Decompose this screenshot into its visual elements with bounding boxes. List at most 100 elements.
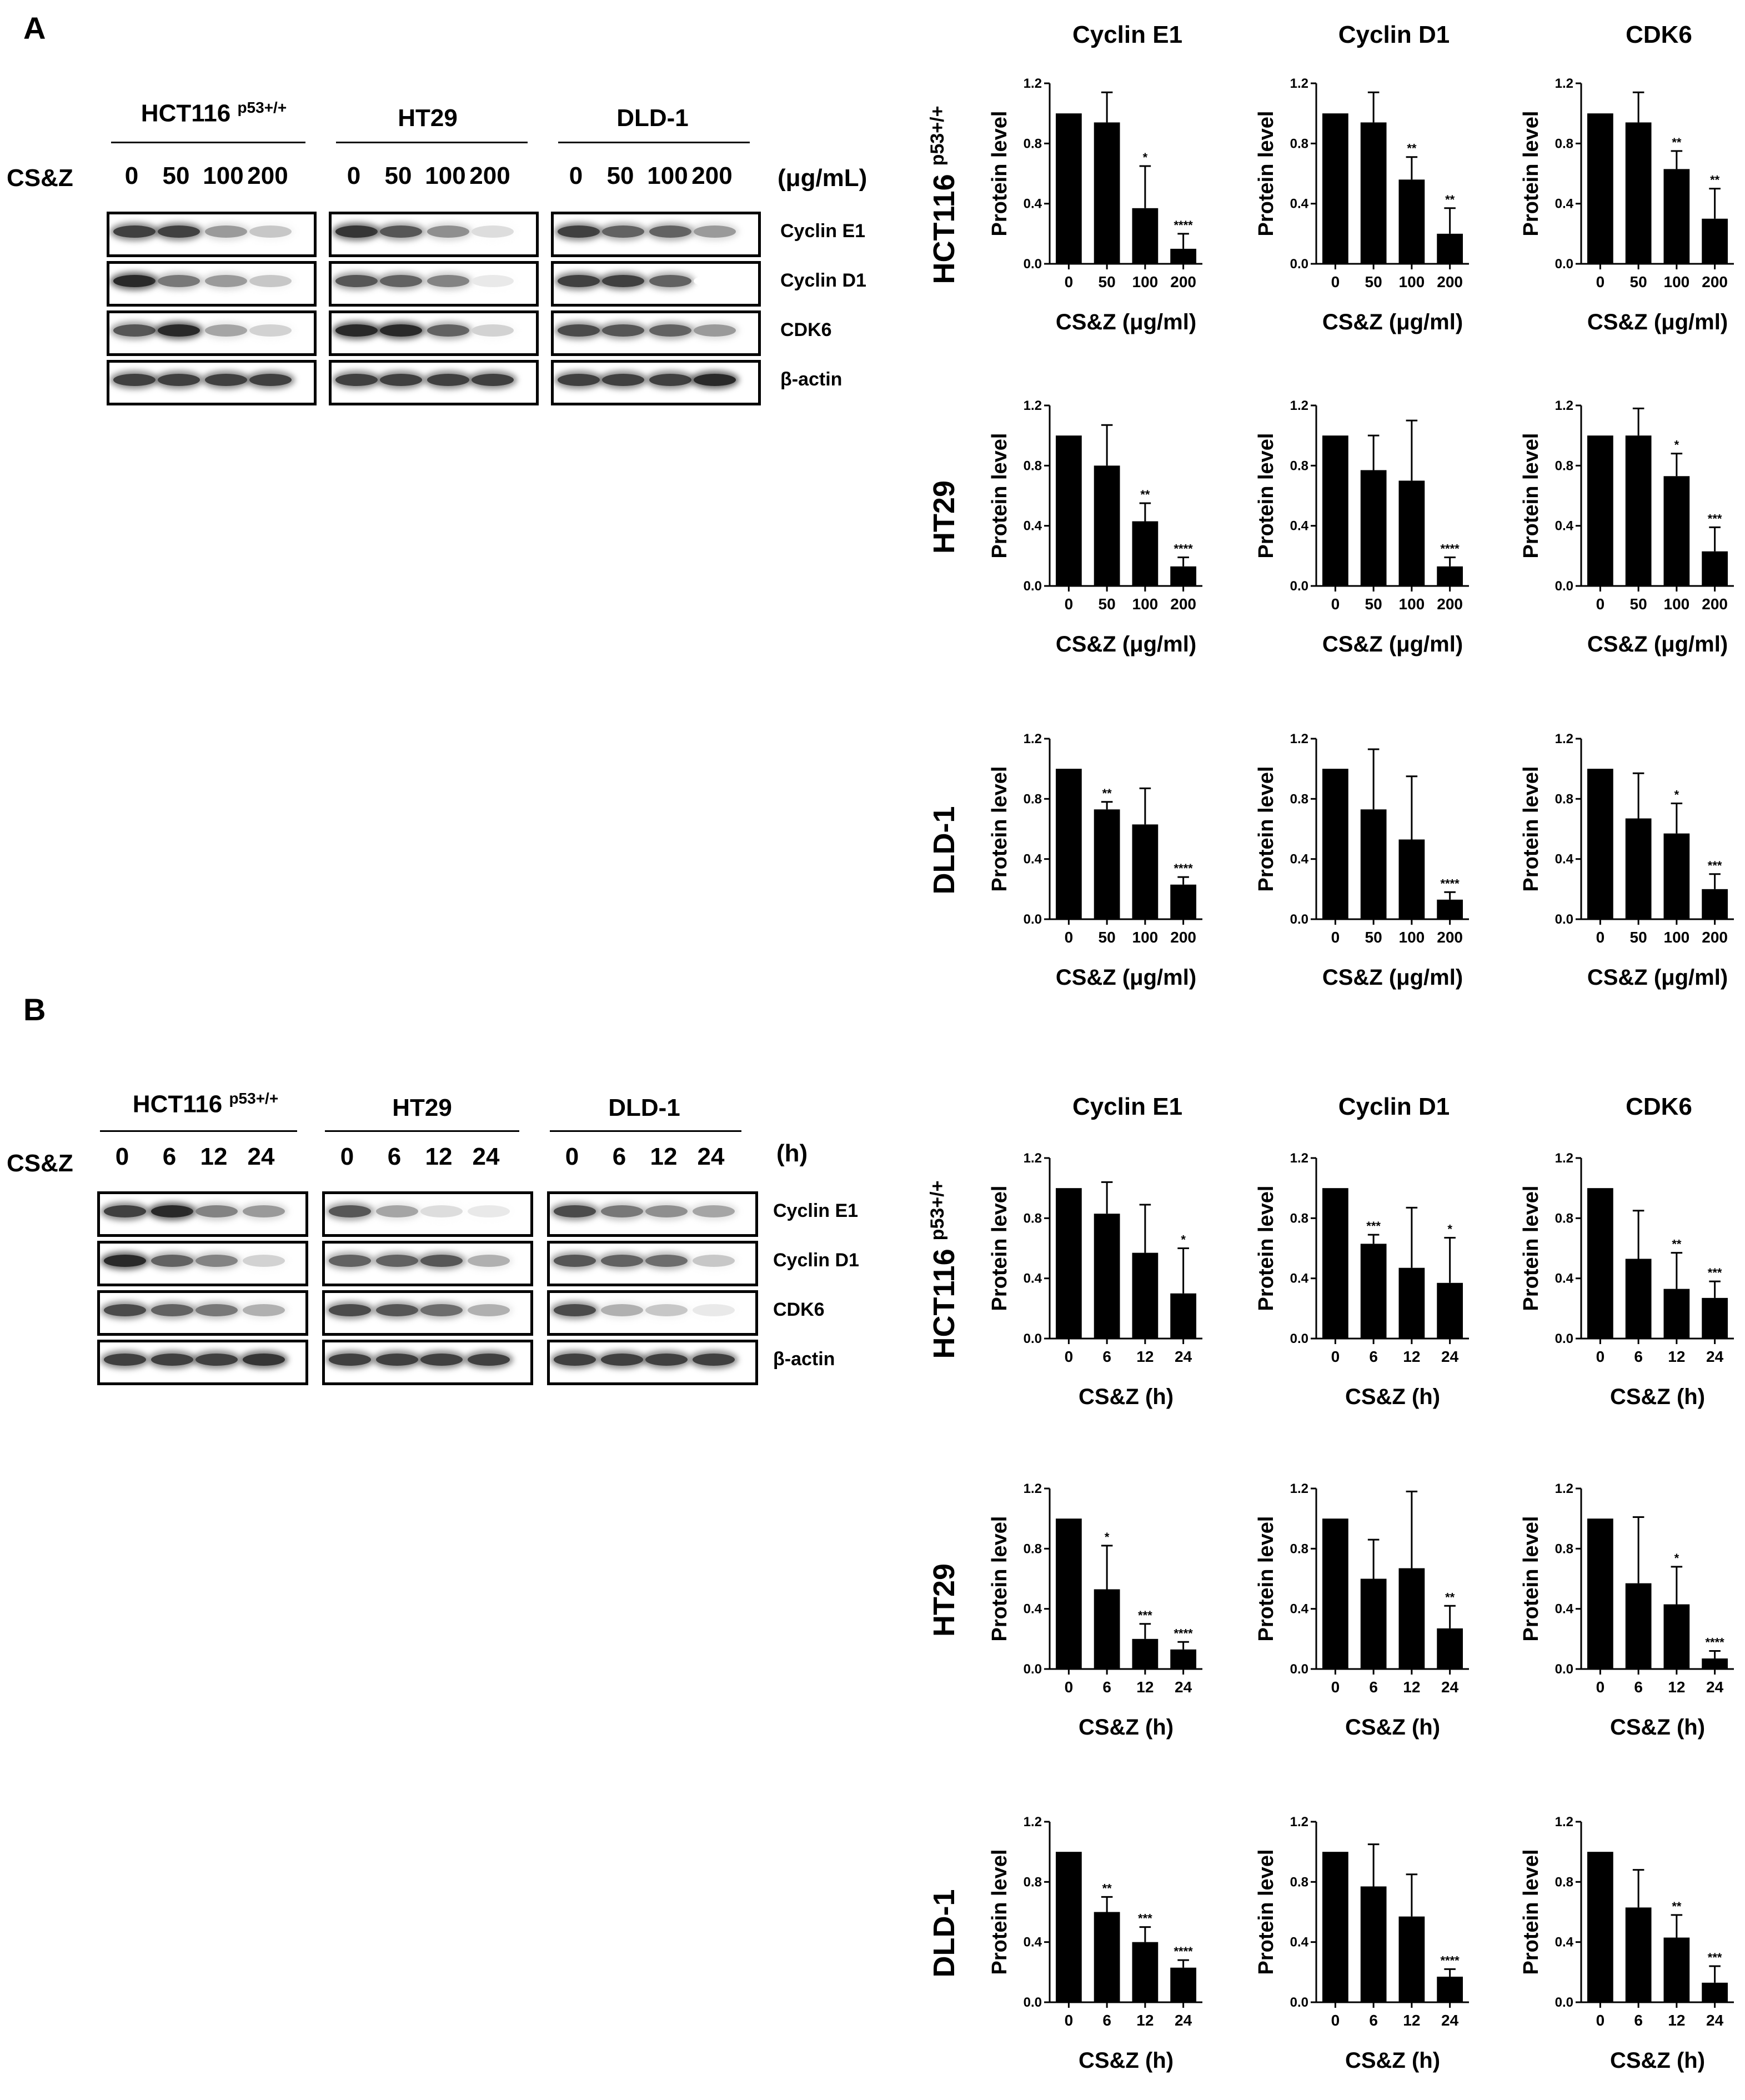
blot-panel_b-protein-label: β-actin	[773, 1349, 835, 1370]
blot-band	[195, 1304, 238, 1316]
y-axis-label: Protein level	[988, 766, 1011, 892]
y-tick-label: 0.8	[1290, 1875, 1308, 1890]
blot-band	[205, 324, 247, 337]
x-tick-label: 50	[1099, 273, 1116, 290]
blot-band	[249, 374, 292, 386]
blot-band	[602, 324, 644, 337]
bar-chart: 0.0 0.4 0.8 1.2 Protein level 0 50 * 100 *** 200 CS…	[1520, 398, 1734, 656]
x-tick-label: 12	[1668, 1678, 1685, 1696]
blot-band	[645, 1354, 688, 1366]
x-tick-label: 24	[1175, 1678, 1192, 1696]
x-axis-label: CS&Z (μg/ml)	[1587, 632, 1728, 656]
bar	[1437, 1282, 1463, 1339]
x-tick-label: 24	[1441, 2012, 1459, 2029]
y-tick-label: 0.4	[1555, 1602, 1574, 1617]
blot-panel_a-box	[329, 261, 539, 307]
blot-band	[195, 1205, 238, 1217]
y-tick-label: 0.0	[1290, 579, 1308, 594]
x-tick-label: 0	[1596, 1348, 1605, 1365]
bar	[1702, 218, 1728, 264]
blot-band	[158, 324, 200, 337]
blot-panel_b-box	[97, 1290, 308, 1336]
blot-band	[554, 1354, 596, 1366]
blot-panel_b-lane-label: 6	[612, 1143, 626, 1170]
blot-band	[558, 374, 600, 386]
blot-b-underline-hct116	[100, 1130, 297, 1132]
y-tick-label: 1.2	[1024, 398, 1042, 413]
bar	[1322, 113, 1348, 264]
blot-band	[645, 1205, 688, 1217]
blot-band	[376, 1304, 418, 1316]
blot-band	[113, 225, 156, 238]
x-axis-label: CS&Z (h)	[1610, 1385, 1705, 1409]
blot-band	[554, 1304, 596, 1316]
x-tick-label: 50	[1630, 929, 1647, 946]
y-tick-label: 0.4	[1290, 1935, 1309, 1950]
significance-label: ***	[1708, 512, 1722, 525]
y-tick-label: 0.0	[1024, 257, 1042, 272]
blot-band	[472, 374, 514, 386]
x-tick-label: 0	[1596, 1678, 1605, 1696]
x-tick-label: 6	[1634, 1348, 1643, 1365]
blot-band	[151, 1205, 193, 1217]
blot-band	[694, 275, 736, 287]
bar	[1663, 169, 1690, 264]
blot-band	[554, 1205, 596, 1217]
blot-band	[427, 324, 469, 337]
bar	[1398, 480, 1425, 586]
significance-label: ***	[1708, 1951, 1722, 1964]
y-tick-label: 0.8	[1024, 1541, 1042, 1556]
y-tick-label: 0.4	[1555, 519, 1574, 534]
x-tick-label: 100	[1664, 929, 1690, 946]
blot-panel_b-box	[547, 1340, 758, 1385]
bar-chart: 0.0 0.4 0.8 1.2 Protein level 0 6 12 * 24 CS&Z (h)	[988, 1151, 1202, 1409]
blot-a-cellline-dld1: DLD-1	[616, 104, 689, 132]
bar-chart: 0.0 0.4 0.8 1.2 Protein level 0 6 12 ** 24 CS&Z (h…	[1255, 1481, 1469, 1740]
x-tick-label: 0	[1331, 595, 1340, 613]
significance-label: **	[1102, 786, 1112, 800]
blot-panel_a-lane-label: 0	[124, 162, 139, 189]
y-tick-label: 0.4	[1290, 197, 1309, 212]
bar	[1437, 1628, 1463, 1669]
blot-band	[151, 1255, 193, 1267]
bar	[1322, 769, 1348, 919]
bar	[1360, 470, 1387, 586]
significance-label: *	[1143, 151, 1148, 164]
x-tick-label: 0	[1065, 1678, 1074, 1696]
blot-b-underline-dld1	[550, 1130, 741, 1132]
blot-band	[472, 225, 514, 238]
x-tick-label: 6	[1369, 1348, 1378, 1365]
y-tick-label: 0.8	[1290, 458, 1308, 473]
x-tick-label: 100	[1132, 929, 1159, 946]
x-axis-label: CS&Z (μg/ml)	[1322, 310, 1463, 334]
y-tick-label: 0.0	[1024, 1662, 1042, 1677]
bar	[1587, 435, 1613, 586]
blot-panel_a-lane-label: 0	[569, 162, 583, 189]
x-tick-label: 6	[1102, 1678, 1111, 1696]
y-axis-label: Protein level	[1520, 1516, 1543, 1642]
blot-panel_a-box	[551, 212, 761, 257]
blot-panel_b-protein-label: Cyclin D1	[773, 1250, 859, 1271]
y-tick-label: 0.8	[1024, 136, 1042, 151]
x-tick-label: 50	[1630, 273, 1647, 290]
x-tick-label: 6	[1634, 2012, 1643, 2029]
y-tick-label: 1.2	[1290, 1815, 1308, 1830]
bar	[1322, 1188, 1348, 1339]
row-label-name: HCT116	[927, 1249, 961, 1359]
y-tick-label: 0.8	[1024, 458, 1042, 473]
significance-label: ****	[1174, 218, 1194, 232]
x-tick-label: 50	[1365, 929, 1382, 946]
significance-label: **	[1407, 142, 1417, 156]
blot-band	[649, 374, 691, 386]
x-axis-label: CS&Z (μg/ml)	[1587, 310, 1728, 334]
chart-b-column-title: Cyclin E1	[1072, 1093, 1183, 1120]
blot-band	[113, 374, 156, 386]
bar	[1398, 1568, 1425, 1669]
x-tick-label: 6	[1369, 1678, 1378, 1696]
y-tick-label: 1.2	[1024, 1481, 1042, 1496]
blot-band	[104, 1205, 146, 1217]
x-tick-label: 200	[1437, 273, 1463, 290]
significance-label: **	[1672, 1899, 1682, 1913]
bar	[1398, 1916, 1425, 2002]
blot-band	[601, 1354, 643, 1366]
